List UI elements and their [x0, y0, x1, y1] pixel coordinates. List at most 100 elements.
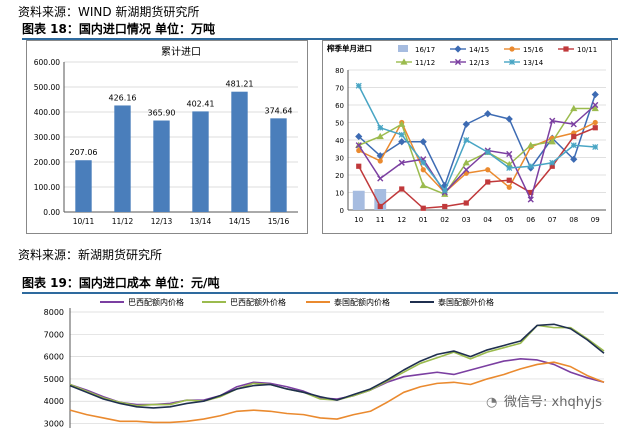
legend-label: 巴西配额外价格: [230, 297, 286, 307]
data-point: [419, 181, 427, 189]
data-point: [420, 159, 427, 166]
data-point: [355, 132, 363, 141]
legend-label: 12/13: [469, 59, 489, 67]
data-point: [355, 82, 362, 89]
data-point: [462, 120, 470, 128]
data-point: [592, 143, 599, 151]
data-point: [398, 159, 405, 166]
data-point: [591, 104, 599, 112]
data-point: [377, 175, 384, 182]
x-tick-label: 02: [440, 216, 449, 224]
data-point: [377, 158, 383, 164]
data-point: [570, 104, 578, 112]
y-tick-label: 50: [335, 120, 344, 128]
data-point: [592, 119, 598, 126]
data-point: [591, 90, 599, 99]
series-line: [358, 85, 596, 193]
data-point: [419, 138, 427, 146]
data-point: [484, 110, 492, 118]
figure-18-rule: [22, 38, 618, 40]
import-cost-chart: 3000 4000 5000 6000 7000 8000 巴西配额内价格 巴西配额外价格 泰国…: [44, 297, 605, 428]
x-tick-label: 11/12: [112, 217, 134, 226]
y-tick-label: 70: [335, 85, 344, 93]
legend-label: 巴西配额内价格: [128, 297, 184, 307]
y-tick-label: 5000: [44, 375, 64, 384]
y-tick-label: 300.00: [34, 133, 60, 142]
data-label: 481.21: [226, 80, 254, 89]
legend-label: 15/16: [523, 46, 544, 54]
series-line: [69, 361, 605, 424]
data-label: 426.16: [109, 93, 137, 102]
data-point: [570, 121, 577, 128]
x-tick-label: 10: [354, 216, 363, 224]
data-point: [505, 115, 513, 123]
x-tick-label: 11: [376, 216, 385, 224]
chart-title: 累计进口: [161, 45, 201, 58]
y-tick-label: 4000: [44, 397, 64, 406]
x-tick-label: 12/13: [151, 217, 173, 226]
data-point: [485, 179, 491, 185]
data-point: [442, 203, 448, 210]
x-tick-label: 12: [397, 216, 406, 224]
y-tick-label: 80: [335, 67, 344, 75]
data-point: [528, 189, 534, 196]
legend-label: 10/11: [577, 46, 597, 54]
legend-label: 13/14: [523, 59, 544, 67]
data-point: [377, 203, 383, 210]
data-point: [549, 163, 555, 169]
y-tick-label: 60: [335, 102, 344, 110]
bar: [352, 190, 365, 210]
data-point: [506, 177, 512, 183]
data-point: [398, 131, 405, 138]
data-point: [485, 167, 491, 173]
data-point: [506, 150, 513, 158]
data-point: [441, 187, 448, 194]
legend-marker: [563, 46, 569, 52]
data-point: [506, 164, 513, 172]
data-point: [356, 163, 362, 169]
series-line: [69, 323, 605, 409]
x-tick-label: 04: [483, 216, 492, 224]
bar: [192, 111, 209, 212]
legend-label: 16/17: [415, 46, 435, 54]
bar: [231, 91, 248, 212]
bar: [153, 120, 170, 212]
data-point: [571, 133, 577, 140]
legend-marker: [509, 46, 515, 52]
data-point: [463, 200, 469, 206]
x-tick-label: 09: [591, 216, 600, 224]
y-tick-label: 0: [340, 207, 344, 215]
y-tick-label: 500.00: [34, 83, 60, 92]
legend-marker: [400, 58, 408, 65]
data-point: [420, 167, 426, 173]
legend-label: 11/12: [415, 59, 435, 67]
legend-label: 14/15: [469, 46, 489, 54]
series-line: [358, 104, 596, 202]
data-label: 207.06: [70, 148, 98, 157]
y-tick-label: 7000: [44, 330, 64, 339]
data-point: [592, 125, 598, 131]
data-point: [398, 138, 406, 146]
data-point: [527, 141, 535, 148]
y-tick-label: 200.00: [34, 158, 60, 167]
x-tick-label: 15/16: [268, 217, 290, 226]
data-point: [356, 147, 362, 154]
y-tick-label: 100.00: [34, 183, 60, 192]
x-tick-label: 06: [526, 216, 535, 224]
data-point: [463, 166, 470, 173]
legend-marker: [454, 58, 462, 66]
legend-label: 泰国配额内价格: [334, 297, 390, 307]
series-line: [358, 127, 596, 210]
data-point: [527, 163, 534, 170]
data-point: [377, 124, 384, 131]
figure-19-title: 图表 19：国内进口成本 单位：元/吨: [22, 276, 220, 290]
x-tick-label: 05: [505, 216, 514, 224]
data-point: [484, 149, 491, 156]
series-line: [358, 107, 596, 196]
data-point: [463, 136, 470, 144]
data-point: [399, 186, 405, 192]
y-tick-label: 400.00: [34, 108, 60, 117]
y-tick-label: 0.00: [43, 208, 60, 217]
data-point: [549, 159, 556, 166]
series-line: [358, 94, 596, 188]
